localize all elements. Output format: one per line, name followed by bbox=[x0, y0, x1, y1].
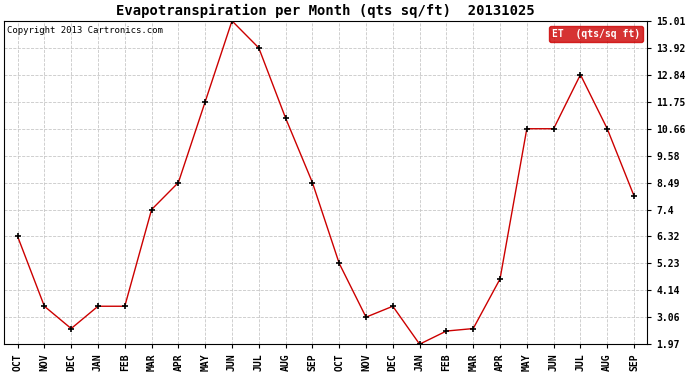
Title: Evapotranspiration per Month (qts sq/ft)  20131025: Evapotranspiration per Month (qts sq/ft)… bbox=[117, 4, 535, 18]
Text: Copyright 2013 Cartronics.com: Copyright 2013 Cartronics.com bbox=[8, 26, 164, 35]
Legend: ET  (qts/sq ft): ET (qts/sq ft) bbox=[549, 26, 642, 42]
